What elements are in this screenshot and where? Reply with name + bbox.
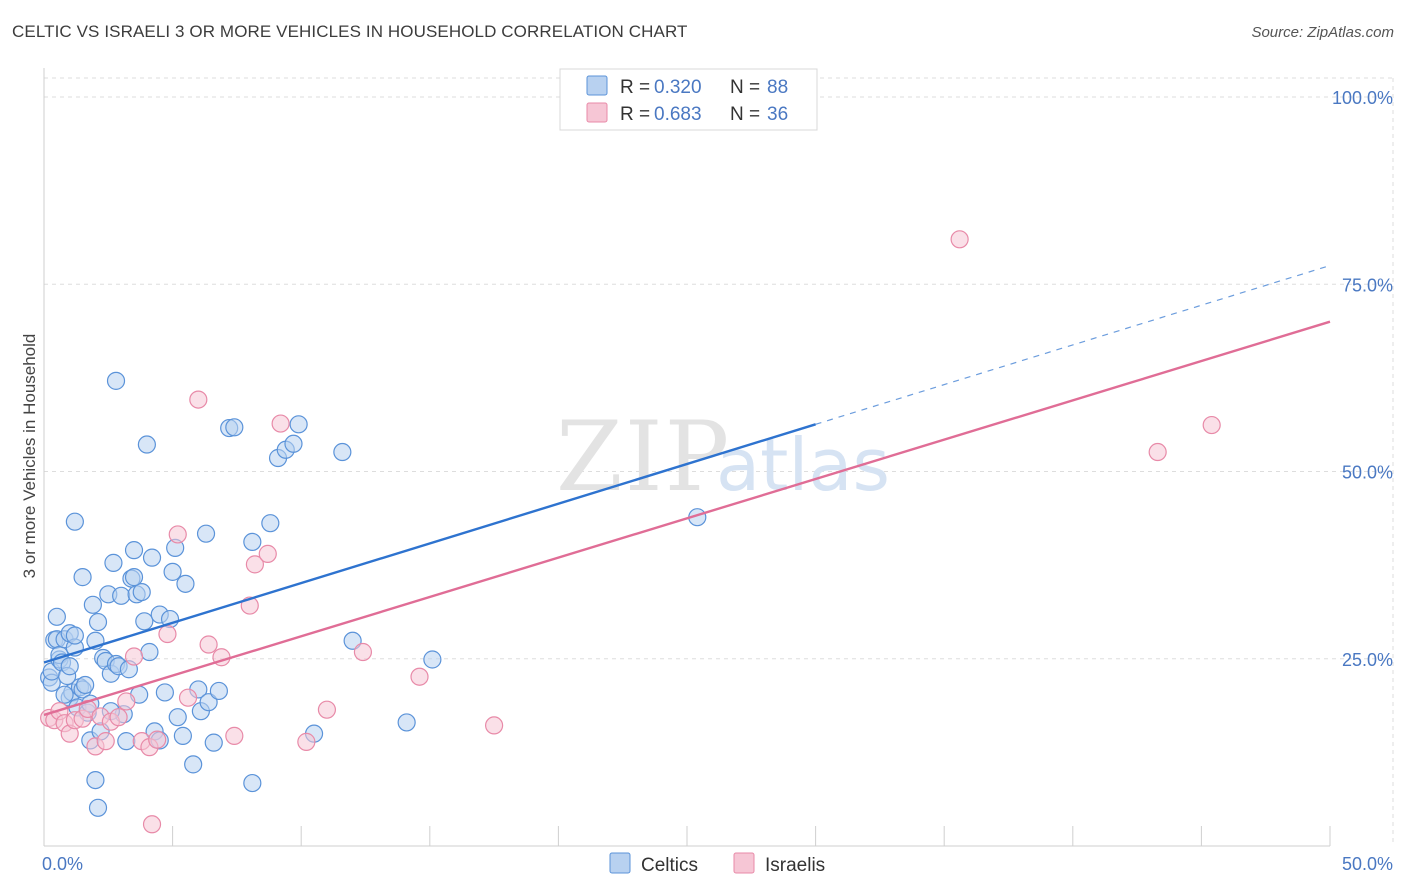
- celtic-point: [343, 631, 362, 650]
- israeli-point: [353, 642, 373, 662]
- legend-r-value-celtics: 0.320: [654, 77, 702, 98]
- celtic-point: [284, 434, 303, 453]
- celtic-point: [423, 650, 442, 669]
- celtic-point: [117, 732, 136, 751]
- celtic-point: [225, 418, 244, 437]
- israeli-point: [1202, 415, 1221, 435]
- source-credit: Source: ZipAtlas.com: [1251, 24, 1394, 41]
- chart-title: CELTIC VS ISRAELI 3 OR MORE VEHICLES IN …: [12, 22, 688, 41]
- series-legend-celtics: Celtics: [641, 855, 698, 876]
- israeli-point: [117, 692, 136, 711]
- celtic-point: [397, 713, 416, 732]
- israeli-point: [225, 726, 244, 745]
- celtic-point: [65, 512, 84, 531]
- israeli-point: [950, 230, 969, 249]
- celtic-point: [289, 415, 308, 434]
- celtic-trend-extension: [815, 264, 1331, 425]
- celtic-point: [243, 773, 262, 793]
- series-legend-israelis: Israelis: [765, 855, 825, 876]
- israeli-point: [158, 624, 177, 644]
- celtic-point: [60, 657, 79, 676]
- celtic-point: [55, 685, 74, 704]
- trend-lines: [43, 264, 1331, 717]
- legend-n-label-celtics: N =: [730, 77, 760, 98]
- legend-swatch-israelis: [586, 102, 608, 123]
- celtic-point: [142, 548, 162, 567]
- celtic-point: [199, 693, 218, 712]
- israeli-point: [258, 544, 277, 563]
- israeli-point: [109, 708, 128, 727]
- celtic-point: [88, 798, 108, 817]
- celtic-point: [243, 532, 262, 552]
- legend-r-label-celtics: R =: [620, 77, 650, 98]
- celtic-point: [132, 582, 151, 602]
- celtic-point: [196, 524, 216, 543]
- legend-n-value-israelis: 36: [767, 104, 788, 125]
- legend-n-label-israelis: N =: [730, 104, 760, 125]
- israeli-point: [168, 525, 187, 544]
- israeli-points: [40, 230, 1221, 834]
- israeli-point: [1148, 442, 1167, 462]
- israeli-point: [297, 732, 316, 751]
- israeli-point: [96, 732, 115, 751]
- celtic-point: [176, 574, 195, 593]
- legend-r-label-israelis: R =: [620, 104, 650, 125]
- celtic-point: [73, 568, 92, 587]
- israeli-trend-line: [43, 320, 1331, 717]
- celtic-point: [209, 681, 228, 701]
- celtic-point: [83, 595, 102, 614]
- celtic-point: [168, 708, 187, 727]
- series-legend: Celtics Israelis: [609, 852, 825, 876]
- y-tick-label: 75.0%: [1342, 275, 1393, 295]
- celtic-point: [333, 442, 352, 462]
- israeli-point: [317, 700, 337, 719]
- israeli-point: [142, 815, 162, 834]
- israeli-point: [410, 667, 429, 686]
- celtic-trend-line: [43, 423, 816, 664]
- celtic-point: [137, 435, 156, 454]
- celtic-point: [47, 607, 66, 626]
- celtic-point: [86, 770, 105, 790]
- celtic-point: [88, 612, 108, 632]
- celtic-point: [112, 586, 131, 605]
- x-tick-label: 0.0%: [42, 854, 83, 874]
- celtic-point: [106, 371, 126, 390]
- celtic-point: [104, 553, 123, 572]
- x-tick-label: 50.0%: [1342, 854, 1393, 874]
- celtic-point: [124, 568, 144, 587]
- celtic-point: [173, 726, 192, 745]
- y-axis-label: 3 or more Vehicles in Household: [20, 334, 39, 579]
- celtic-point: [261, 514, 280, 533]
- y-tick-label: 100.0%: [1332, 88, 1393, 108]
- series-legend-swatch-israelis: [733, 852, 755, 874]
- israeli-point: [148, 730, 167, 749]
- y-tick-label: 50.0%: [1342, 463, 1393, 483]
- celtic-point: [155, 683, 174, 702]
- celtic-point: [65, 626, 84, 645]
- israeli-point: [178, 688, 198, 707]
- israeli-point: [124, 647, 144, 666]
- celtic-point: [184, 755, 203, 774]
- israeli-point: [485, 716, 504, 735]
- y-tick-label: 25.0%: [1342, 650, 1393, 670]
- celtic-point: [124, 541, 144, 560]
- celtic-point: [135, 612, 154, 631]
- celtic-point: [163, 562, 182, 581]
- legend-n-value-celtics: 88: [767, 77, 788, 98]
- correlation-legend: R = 0.320 N = 88 R = 0.683 N = 36: [559, 68, 818, 131]
- israeli-point: [199, 635, 218, 654]
- celtic-point: [76, 675, 95, 695]
- series-legend-swatch-celtics: [609, 852, 631, 874]
- israeli-point: [245, 555, 265, 574]
- legend-r-value-israelis: 0.683: [654, 104, 702, 125]
- legend-swatch-celtics: [586, 75, 608, 96]
- israeli-point: [189, 390, 208, 409]
- celtic-point: [140, 642, 159, 662]
- celtic-point: [204, 733, 223, 752]
- watermark: ZIP atlas: [556, 401, 890, 513]
- israeli-point: [271, 414, 290, 433]
- tick-labels: 25.0% 50.0% 75.0% 100.0% 0.0% 50.0%: [42, 88, 1393, 874]
